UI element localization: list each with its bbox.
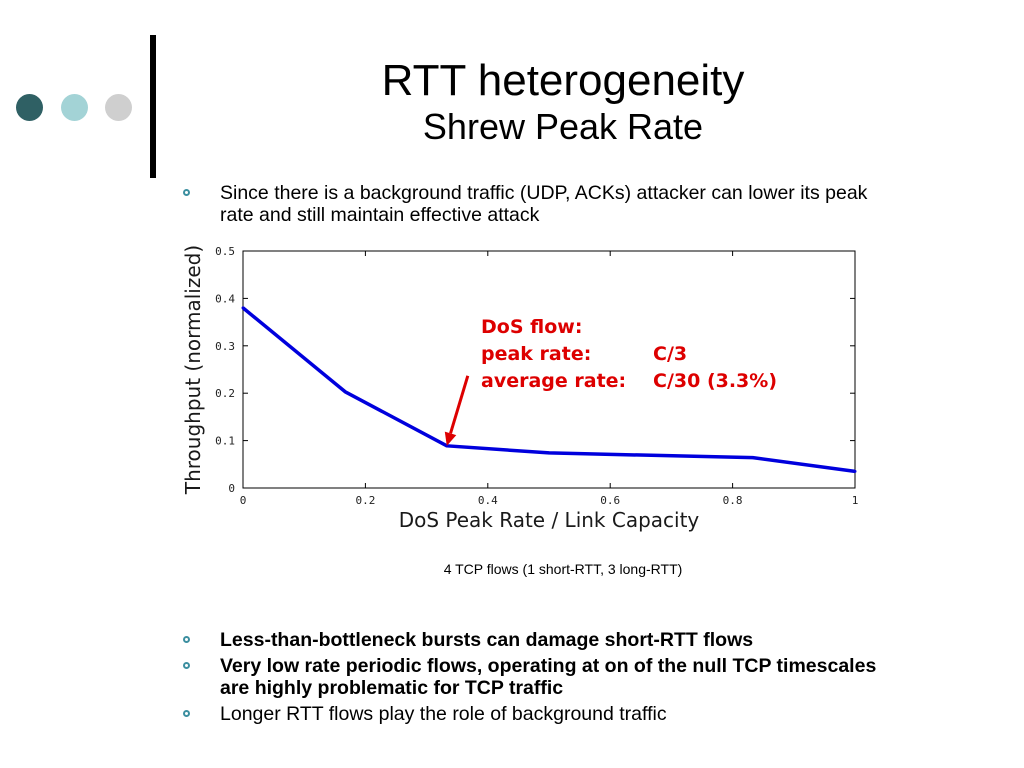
chart-caption: 4 TCP flows (1 short-RTT, 3 long-RTT) [443, 561, 683, 577]
annotation-arrow-line [449, 375, 470, 434]
bullet-item: Longer RTT flows play the role of backgr… [183, 703, 903, 725]
bullet-circle-icon [183, 189, 190, 196]
x-tick-label: 1 [852, 494, 859, 507]
bullet-text: Very low rate periodic flows, operating … [220, 655, 877, 699]
plot-frame [242, 250, 856, 489]
annotation-label: peak rate: [481, 343, 591, 365]
decorative-dots [16, 94, 134, 122]
dark-dot-icon [16, 94, 43, 121]
bullet-item: Very low rate periodic flows, operating … [183, 655, 903, 699]
x-tick-label: 0 [240, 494, 247, 507]
y-tick-label: 0.3 [215, 340, 235, 353]
annotation-value: C/30 (3.3%) [653, 370, 777, 392]
x-axis-title: DoS Peak Rate / Link Capacity [399, 508, 700, 532]
data-point [343, 390, 347, 394]
y-tick-label: 0.4 [215, 292, 235, 305]
y-tick-label: 0.2 [215, 387, 235, 400]
bullet-text: Longer RTT flows play the role of backgr… [220, 703, 667, 725]
data-point [853, 469, 857, 473]
chart-svg: 0 0.1 0.2 0.3 0.4 0.5 0 0.2 0.4 0.6 0.8 1 DoS Peak R… [181, 245, 859, 532]
x-tick-label: 0.4 [478, 494, 498, 507]
x-tick-label: 0.2 [355, 494, 375, 507]
light-dot-icon [61, 94, 88, 121]
bullet-circle-icon [183, 636, 190, 643]
throughput-chart: 0 0.1 0.2 0.3 0.4 0.5 0 0.2 0.4 0.6 0.8 1 DoS Peak R… [175, 238, 875, 538]
bullet-text: Since there is a background traffic (UDP… [220, 182, 868, 226]
y-axis-title: Throughput (normalized) [181, 245, 205, 495]
annotation-arrow-head-icon [444, 431, 457, 446]
annotation-value: C/3 [653, 343, 687, 365]
bottom-bullet-list: Less-than-bottleneck bursts can damage s… [183, 629, 903, 729]
y-tick-label: 0 [228, 482, 235, 495]
annotation-label: average rate: [481, 370, 626, 392]
slide-title: RTT heterogeneity [381, 56, 745, 105]
data-point [649, 453, 653, 457]
bullet-item: Since there is a background traffic (UDP… [183, 182, 903, 226]
slide-subtitle: Shrew Peak Rate [422, 106, 704, 147]
bullet-circle-icon [183, 662, 190, 669]
top-bullet-list: Since there is a background traffic (UDP… [183, 182, 903, 230]
gray-dot-icon [105, 94, 132, 121]
title-block: RTT heterogeneity Shrew Peak Rate [300, 56, 826, 148]
bullet-text: Less-than-bottleneck bursts can damage s… [220, 629, 754, 651]
title-divider [150, 35, 156, 178]
x-tick-label: 0.8 [723, 494, 743, 507]
x-tick-label: 0.6 [600, 494, 620, 507]
data-point [547, 451, 551, 455]
data-point [751, 456, 755, 460]
data-point [241, 306, 245, 310]
y-tick-label: 0.5 [215, 245, 235, 258]
bullet-circle-icon [183, 710, 190, 717]
annotation-label: DoS flow: [481, 316, 582, 338]
y-tick-label: 0.1 [215, 435, 235, 448]
bullet-item: Less-than-bottleneck bursts can damage s… [183, 629, 903, 651]
